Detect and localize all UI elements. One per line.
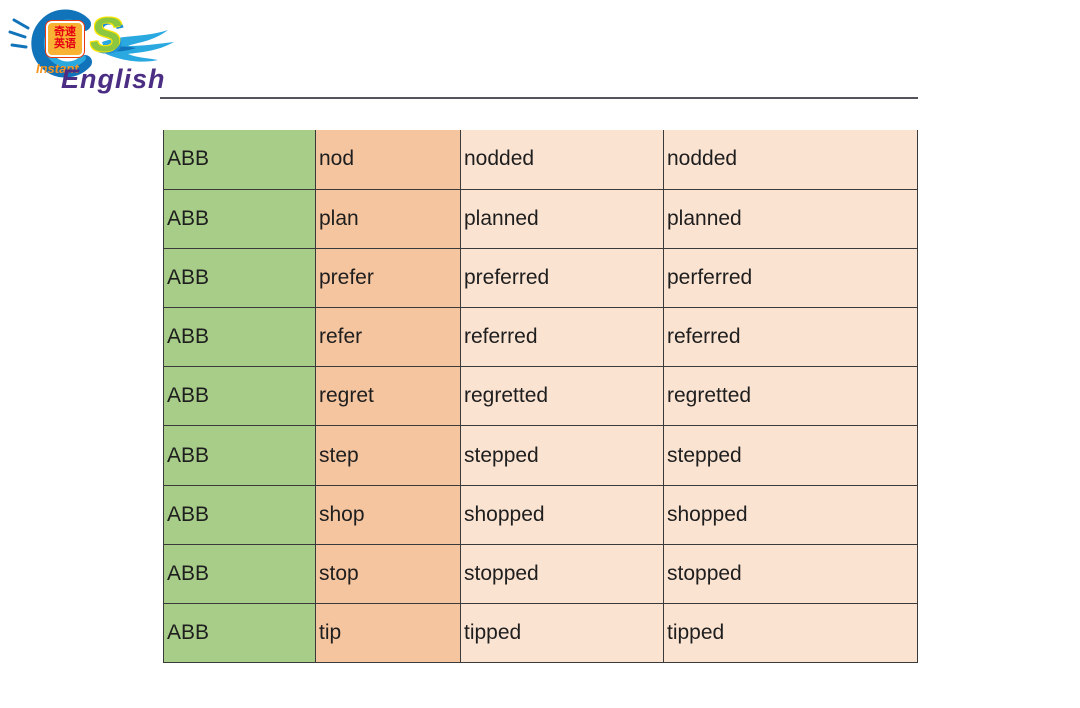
table-row: ABB shop shopped shopped [163,484,918,545]
table-cell: referred [663,307,918,368]
table-cell: stopped [663,543,918,605]
table-cell: stepped [663,425,918,486]
table-cell: tipped [663,602,918,664]
table-cell: nodded [460,130,664,190]
table-row: ABB nod nodded nodded [163,130,918,190]
verb-forms-table: ABB nod nodded nodded ABB plan planned planned A… [163,130,918,664]
instant-english-logo: 奇速 英语 S Instant English [6,4,181,99]
table-cell: shop [315,484,461,545]
logo-title: English [61,64,166,94]
table-cell: ABB [163,543,316,605]
table-cell: nod [315,130,461,190]
table-cell: regretted [663,366,918,427]
table-cell: tip [315,602,461,664]
table-cell: ABB [163,130,316,190]
table-cell: planned [460,188,664,249]
logo-subtitle: Instant [36,61,79,76]
table-cell: tipped [460,602,664,664]
table-cell: plan [315,188,461,249]
table-row: ABB regret regretted regretted [163,366,918,427]
table-cell: stepped [460,425,664,486]
table-row: ABB plan planned planned [163,188,918,249]
table-cell: regret [315,366,461,427]
table-cell: ABB [163,366,316,427]
table-cell: perferred [663,247,918,309]
table-cell: refer [315,307,461,368]
table-cell: ABB [163,247,316,309]
verb-table-body: ABB nod nodded nodded ABB plan planned planned A… [163,130,918,664]
logo-chinese-badge: 奇速 英语 [46,21,84,57]
table-cell: ABB [163,425,316,486]
table-cell: ABB [163,602,316,664]
table-row: ABB prefer preferred perferred [163,247,918,309]
header-divider [160,97,918,99]
table-cell: prefer [315,247,461,309]
table-cell: ABB [163,484,316,545]
table-cell: stop [315,543,461,605]
table-cell: step [315,425,461,486]
table-cell: nodded [663,130,918,190]
table-cell: regretted [460,366,664,427]
logo-badge-line2: 英语 [54,38,76,50]
table-cell: ABB [163,307,316,368]
table-row: ABB tip tipped tipped [163,602,918,664]
table-cell: shopped [460,484,664,545]
table-cell: preferred [460,247,664,309]
logo-letter-s: S [90,9,123,62]
table-cell: ABB [163,188,316,249]
table-cell: stopped [460,543,664,605]
logo-badge-line1: 奇速 [54,26,76,39]
table-row: ABB refer referred referred [163,307,918,368]
table-cell: shopped [663,484,918,545]
table-row: ABB stop stopped stopped [163,543,918,605]
table-cell: planned [663,188,918,249]
table-cell: referred [460,307,664,368]
table-row: ABB step stepped stepped [163,425,918,486]
